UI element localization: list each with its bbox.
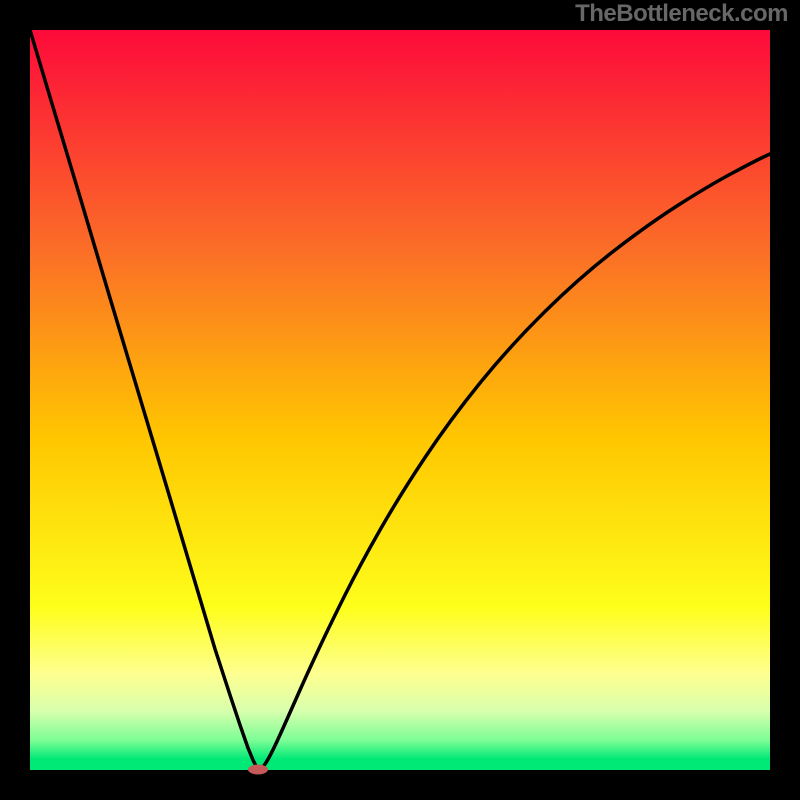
vertex-marker (248, 765, 268, 775)
watermark-text: TheBottleneck.com (575, 0, 788, 28)
chart-frame: TheBottleneck.com (0, 0, 800, 800)
bottleneck-chart (0, 0, 800, 800)
